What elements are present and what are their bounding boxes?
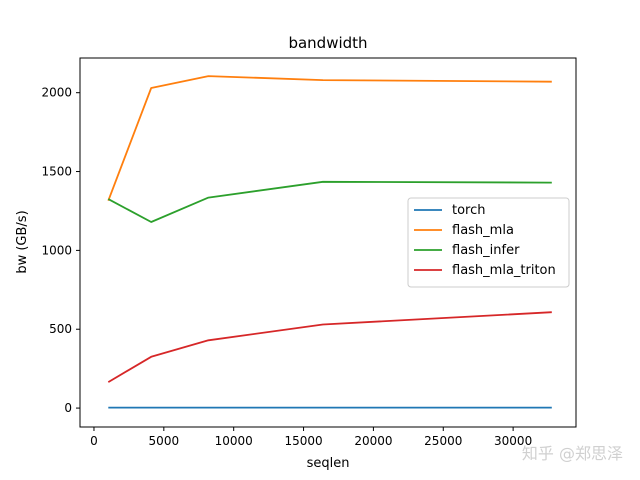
x-axis: 0 5000 10000 15000 20000 25000 30000 [90,427,532,448]
x-axis-label: seqlen [307,456,350,471]
y-axis: 0 500 1000 1500 2000 [41,86,80,415]
axes-frame [79,57,577,428]
watermark-text: 知乎 @郑思泽 [522,444,623,463]
legend-label-torch: torch [452,203,486,218]
x-tick-label: 15000 [284,434,322,448]
series-line-flash-mla [107,75,552,202]
x-tick-label: 0 [90,434,98,448]
x-tick-label: 20000 [354,434,392,448]
x-tick-label: 10000 [215,434,253,448]
series-line-flash-mla-triton [107,311,552,383]
legend-label-flash-mla: flash_mla [452,223,514,238]
x-tick-label: 25000 [424,434,462,448]
series-line-flash-infer [107,180,552,223]
y-tick-label: 1000 [41,243,72,257]
x-tick-label: 30000 [494,434,532,448]
y-tick-label: 500 [49,322,72,336]
x-tick-label: 5000 [149,434,180,448]
legend-label-flash-mla-triton: flash_mla_triton [452,263,556,278]
plot-area [107,75,552,409]
y-tick-label: 0 [64,401,72,415]
legend-label-flash-infer: flash_infer [452,243,520,258]
legend: torch flash_mla flash_infer flash_mla_trito… [407,197,570,288]
y-tick-label: 2000 [41,86,72,100]
legend-box [407,197,570,288]
y-tick-label: 1500 [41,165,72,179]
y-axis-label: bw (GB/s) [15,210,30,273]
chart-title: bandwidth [288,34,367,52]
